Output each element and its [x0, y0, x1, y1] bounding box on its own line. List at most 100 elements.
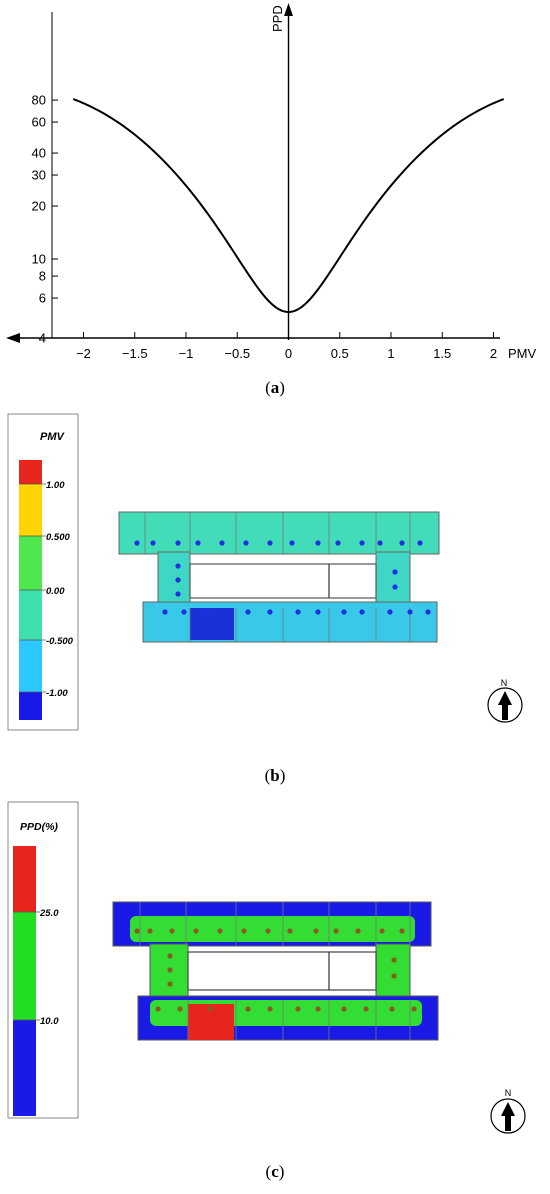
ppd-contour-figure: PPD(%) 25.0 10.0 N — [7, 801, 526, 1134]
plan-right-wing — [375, 551, 411, 605]
plan-top-wing — [118, 511, 440, 555]
sensor-dot — [359, 609, 365, 615]
plan-top-wing-comfort — [130, 916, 415, 942]
sensor-dot — [150, 540, 156, 546]
legend-label-5: -1.00 — [46, 688, 68, 699]
legend-swatch-cyan — [19, 640, 42, 692]
y-tick-label: 60 — [32, 115, 46, 130]
legend-swatch-green — [13, 912, 36, 1020]
ppd-curve — [72, 98, 505, 314]
sensor-dot — [417, 540, 423, 546]
north-label: N — [505, 1088, 512, 1098]
sensor-dot — [295, 609, 301, 615]
caption-c: (c) — [265, 1162, 285, 1181]
ppd-floor-plan — [112, 901, 439, 1041]
plan-courtyard — [187, 951, 377, 991]
sensor-dot — [147, 928, 153, 934]
caption-a: (a) — [265, 378, 285, 397]
legend-swatch-blue — [19, 692, 42, 720]
legend-swatch-green — [19, 536, 42, 590]
sensor-dot — [287, 928, 293, 934]
sensor-dot — [267, 540, 273, 546]
sensor-dot — [359, 540, 365, 546]
y-ticks: 80 60 40 30 20 10 8 6 4 — [32, 93, 58, 346]
sensor-dot — [241, 928, 247, 934]
sensor-dot — [162, 609, 168, 615]
sensor-dot — [205, 609, 211, 615]
sensor-dot — [391, 973, 397, 979]
sensor-dot — [245, 609, 251, 615]
sensor-dot — [177, 1006, 183, 1012]
sensor-dot — [219, 540, 225, 546]
caption-a-letter: a — [270, 378, 280, 397]
y-tick-label: 8 — [39, 269, 46, 284]
sensor-dot — [295, 1006, 301, 1012]
y-axis-arrow — [284, 3, 293, 16]
y-tick-label: 40 — [32, 146, 46, 161]
sensor-dot — [245, 1006, 251, 1012]
sensor-dot — [391, 957, 397, 963]
y-axis-label: PPD — [270, 5, 285, 32]
legend-swatch-red — [13, 846, 36, 912]
x-tick-label: 2 — [490, 346, 497, 361]
x-tick-label: −0.5 — [224, 346, 250, 361]
y-tick-label: 6 — [39, 291, 46, 306]
sensor-dot — [167, 981, 173, 987]
sensor-dot — [243, 540, 249, 546]
legend-label-2: 0.500 — [46, 532, 70, 543]
sensor-dot — [407, 609, 413, 615]
x-tick-label: 1.5 — [433, 346, 451, 361]
pmv-floor-plan — [118, 511, 440, 643]
north-arrow-icon: N — [487, 678, 523, 723]
sensor-dot — [313, 928, 319, 934]
sensor-dot — [134, 928, 140, 934]
x-ticks: −2 −1.5 −1 −0.5 0 0.5 1 1.5 2 — [76, 332, 497, 361]
plan-left-wing — [157, 551, 191, 605]
sensor-dot — [333, 928, 339, 934]
sensor-dot — [265, 928, 271, 934]
sensor-dot — [392, 584, 398, 590]
y-tick-label: 30 — [32, 168, 46, 183]
y-tick-label: 10 — [32, 252, 46, 267]
legend-label-2: 10.0 — [40, 1016, 59, 1027]
sensor-dot — [169, 928, 175, 934]
x-tick-label: −1.5 — [122, 346, 148, 361]
legend-label-1: 25.0 — [39, 908, 59, 919]
legend-label-1: 1.00 — [46, 480, 65, 491]
sensor-dot — [289, 540, 295, 546]
legend-label-4: -0.500 — [46, 636, 74, 647]
x-tick-label: −2 — [76, 346, 91, 361]
pmv-contour-figure: PMV 1.00 0.500 0.00 -0.500 -1.00 — [7, 413, 523, 731]
sensor-dot — [315, 540, 321, 546]
sensor-dot — [181, 609, 187, 615]
sensor-dot — [341, 1006, 347, 1012]
x-tick-label: 0.5 — [331, 346, 349, 361]
pmv-sensor-dots — [134, 540, 431, 615]
sensor-dot — [315, 1006, 321, 1012]
legend-swatch-red — [19, 460, 42, 484]
caption-b-letter: b — [270, 766, 280, 785]
ppd-legend: PPD(%) 25.0 10.0 — [7, 801, 79, 1119]
sensor-dot — [387, 609, 393, 615]
sensor-dot — [377, 540, 383, 546]
sensor-dot — [167, 967, 173, 973]
ppd-sensor-dots — [134, 928, 417, 1012]
sensor-dot — [207, 1006, 213, 1012]
sensor-dot — [379, 928, 385, 934]
plan-right-wing — [375, 943, 411, 999]
sensor-dot — [193, 928, 199, 934]
sensor-dot — [134, 540, 140, 546]
sensor-dot — [167, 953, 173, 959]
x-axis-label: PMV — [508, 346, 537, 361]
plan-bottom-wing — [142, 601, 438, 643]
pmv-ppd-chart: −2 −1.5 −1 −0.5 0 0.5 1 1.5 2 80 60 40 30 20 10 8 6 4 PM… — [6, 3, 537, 361]
plan-courtyard — [189, 563, 377, 599]
sensor-dot — [267, 1006, 273, 1012]
legend-title: PPD(%) — [20, 821, 58, 833]
legend-label-3: 0.00 — [46, 586, 65, 597]
x-axis-arrow — [6, 333, 20, 343]
north-arrow-icon: N — [490, 1088, 526, 1134]
legend-swatch-yellow — [19, 484, 42, 536]
north-label: N — [501, 678, 508, 688]
sensor-dot — [175, 591, 181, 597]
